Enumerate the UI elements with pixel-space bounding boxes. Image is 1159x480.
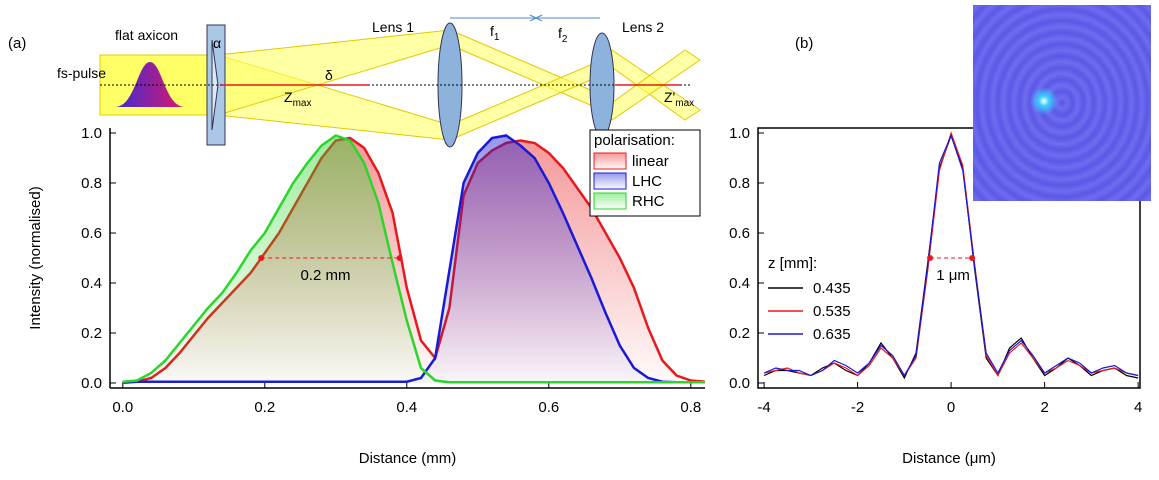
diagram-label: fs-pulse <box>57 65 106 81</box>
diagram-label: Zmax <box>284 89 311 109</box>
plot-frame <box>757 127 1141 389</box>
series-line <box>763 131 1139 377</box>
label-sub: 1 <box>494 32 500 43</box>
x-tick-label: 2 <box>1040 399 1048 416</box>
label-sub: 2 <box>562 34 568 45</box>
legend-label: RHC <box>632 193 665 210</box>
legend-title: polarisation: <box>594 132 675 149</box>
x-axis-label: Distance (μm) <box>902 450 996 467</box>
x-tick-label: 0 <box>947 399 955 416</box>
focal-arrows <box>529 14 543 22</box>
y-tick-label: 0.8 <box>81 175 102 192</box>
y-tick-label: 0.6 <box>81 225 102 242</box>
diagram-label: flat axicon <box>115 27 178 43</box>
legend-label: linear <box>632 153 669 170</box>
plots: 0.0 0.2 0.4 0.6 0.8 0.0 0.2 0.4 0.6 0.8 1.0 Distanc… <box>8 35 1142 467</box>
label-main: Z' <box>664 89 675 105</box>
diagram-label: δ <box>325 67 333 83</box>
y-tick-label: 0.2 <box>81 325 102 342</box>
x-axis-label: Distance (mm) <box>359 450 457 467</box>
y-tick-label: 1.0 <box>729 125 750 142</box>
legend-title: z [mm]: <box>768 255 817 272</box>
diagram-label: f2 <box>558 25 568 45</box>
label-sub: max <box>293 98 312 109</box>
x-tick-label: 0.4 <box>396 399 417 416</box>
y-tick-label: 0.2 <box>729 325 750 342</box>
y-tick-label: 1.0 <box>81 125 102 142</box>
annotation-dot <box>258 255 265 261</box>
series-line <box>763 133 1139 377</box>
annotation-dot <box>396 255 403 261</box>
setup-diagram: flat axicon fs-pulse α δ Zmax Lens 1 f1 … <box>57 14 701 148</box>
diagram-label: Lens 2 <box>622 19 664 35</box>
diagram-label: Lens 1 <box>372 19 414 35</box>
legend-label: 0.635 <box>813 326 851 343</box>
annotation-dot <box>927 255 934 261</box>
area-fill <box>122 135 705 383</box>
x-tick-label: -2 <box>851 399 864 416</box>
y-tick-label: 0.0 <box>81 375 102 392</box>
diagram-label: f1 <box>490 23 500 43</box>
label-main: f <box>558 25 562 41</box>
x-tick-label: 0.0 <box>112 399 133 416</box>
annotation-dot <box>969 255 976 261</box>
y-tick-label: 0.4 <box>81 275 102 292</box>
legend-swatch <box>593 152 627 170</box>
x-tick-label: 0.6 <box>538 399 559 416</box>
diagram-label: α <box>213 35 221 51</box>
diagram-label: Z'max <box>664 89 694 109</box>
y-tick-label: 0.0 <box>729 375 750 392</box>
x-tick-label: 4 <box>1134 399 1142 416</box>
label-sub: max <box>675 98 694 109</box>
panel-label: (a) <box>8 35 26 52</box>
label-main: f <box>490 23 494 39</box>
x-tick-label: 0.2 <box>254 399 275 416</box>
label-main: Z <box>284 89 293 105</box>
series-line <box>122 134 705 384</box>
x-tick-label: -4 <box>757 399 770 416</box>
legend-label: 0.535 <box>813 303 851 320</box>
y-tick-label: 0.6 <box>729 225 750 242</box>
annotation-text: 1 μm <box>936 267 970 284</box>
y-tick-label: 0.4 <box>729 275 750 292</box>
inset-rings <box>973 5 1151 201</box>
legend-swatch <box>593 172 627 190</box>
inset-spot <box>1030 87 1058 115</box>
y-axis-label: Intensity (normalised) <box>27 186 44 329</box>
legend-label: LHC <box>632 173 662 190</box>
area-fill <box>122 135 705 383</box>
panel-label: (b) <box>795 35 813 52</box>
annotation-text: 0.2 mm <box>300 267 350 284</box>
y-tick-label: 0.8 <box>729 175 750 192</box>
x-tick-label: 0.8 <box>680 399 701 416</box>
inset-image <box>973 5 1151 201</box>
legend-label: 0.435 <box>813 280 851 297</box>
legend-swatch <box>593 192 627 210</box>
